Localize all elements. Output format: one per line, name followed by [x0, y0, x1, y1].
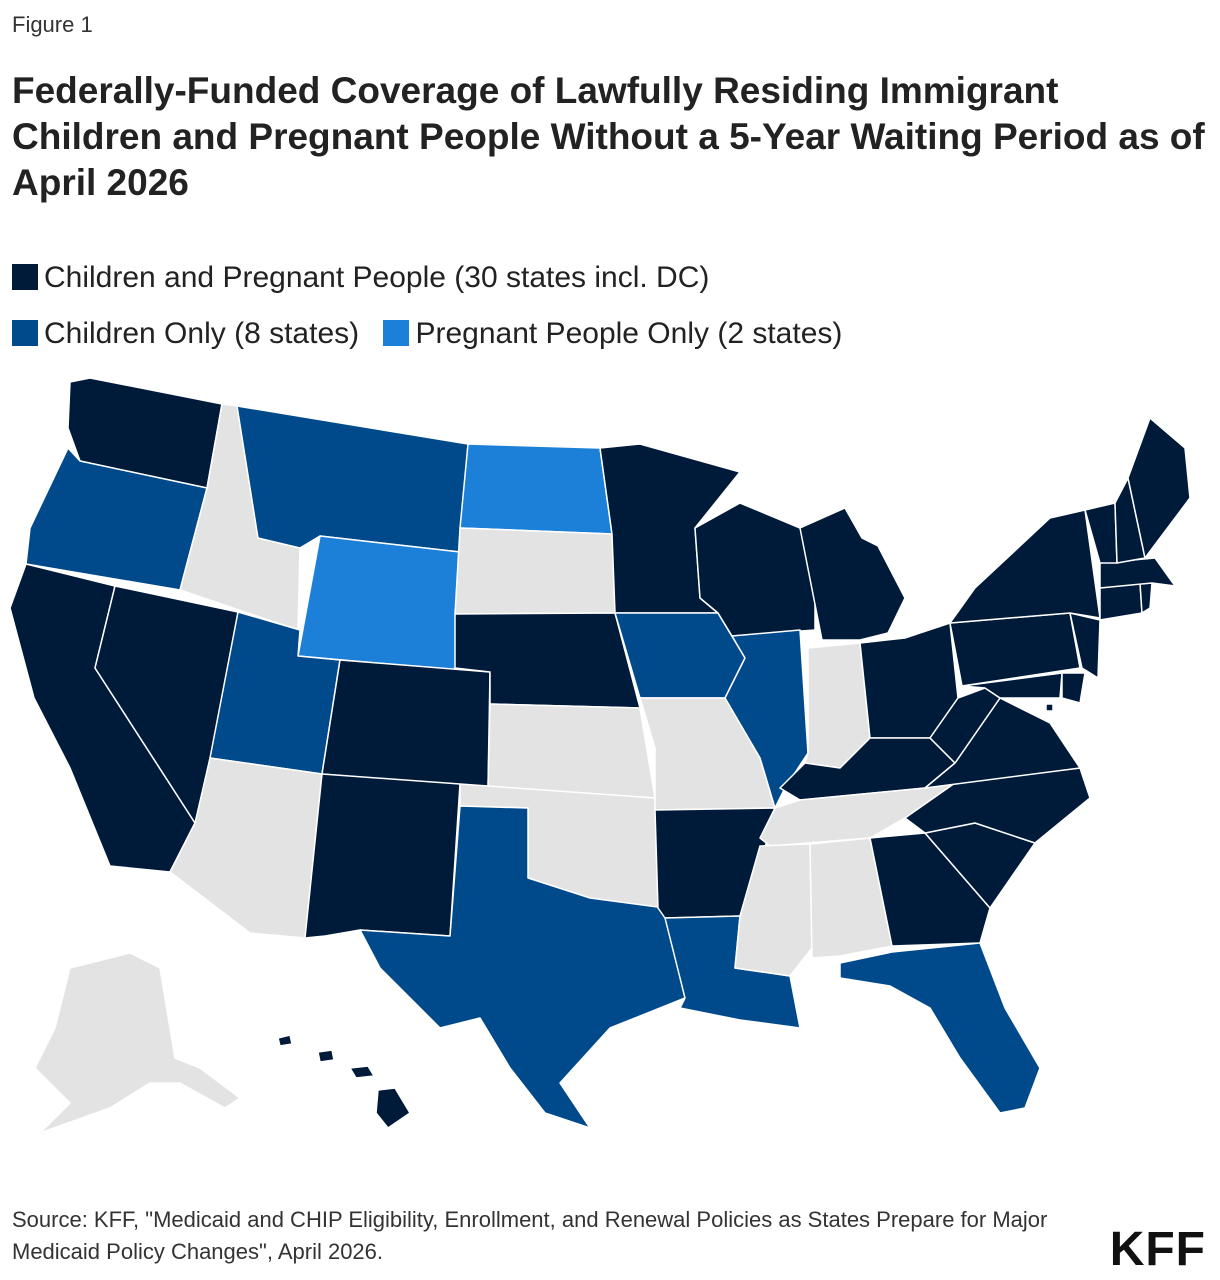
- state-ga[interactable]: [869, 832, 991, 947]
- lower-48-states: [9, 377, 1191, 1129]
- state-mi[interactable]: [799, 507, 906, 641]
- state-hi-maui[interactable]: [349, 1065, 375, 1079]
- legend: Children and Pregnant People (30 states …: [12, 250, 1092, 362]
- us-state-map: [9, 377, 1191, 1134]
- state-sd[interactable]: [454, 527, 616, 615]
- legend-item-pregnant-only: Pregnant People Only (2 states): [383, 306, 842, 362]
- legend-item-children-only: Children Only (8 states): [12, 306, 359, 362]
- state-me[interactable]: [1127, 417, 1191, 559]
- state-ak[interactable]: [34, 952, 241, 1134]
- legend-swatch-children-only: [12, 320, 38, 346]
- legend-label-children-only: Children Only (8 states): [44, 317, 360, 350]
- hawaii-inset: [277, 1034, 411, 1129]
- state-nm[interactable]: [304, 773, 461, 939]
- state-ri[interactable]: [1139, 582, 1153, 614]
- legend-label-pregnant-only: Pregnant People Only (2 states): [415, 317, 843, 350]
- state-hi-kauai[interactable]: [277, 1034, 293, 1047]
- state-nj[interactable]: [1069, 612, 1101, 679]
- state-al[interactable]: [809, 837, 893, 959]
- state-de[interactable]: [1061, 672, 1086, 704]
- state-ct[interactable]: [1099, 582, 1143, 621]
- legend-item-children-and-pregnant: Children and Pregnant People (30 states …: [12, 250, 709, 306]
- legend-swatch-pregnant-only: [383, 320, 410, 346]
- alaska-inset: [34, 952, 241, 1134]
- state-ny[interactable]: [949, 509, 1101, 624]
- state-hi-big-island[interactable]: [375, 1087, 411, 1129]
- state-mt[interactable]: [236, 405, 469, 553]
- state-co[interactable]: [321, 659, 491, 789]
- state-ma[interactable]: [1099, 557, 1176, 589]
- kff-logo: KFF: [1109, 1223, 1206, 1276]
- figure-label: Figure 1: [12, 12, 93, 37]
- source-note: Source: KFF, "Medicaid and CHIP Eligibil…: [12, 1207, 1048, 1264]
- state-md[interactable]: [961, 672, 1063, 699]
- state-ks[interactable]: [487, 703, 656, 799]
- legend-swatch-children-and-pregnant: [12, 264, 38, 290]
- state-hi-oahu[interactable]: [317, 1049, 335, 1063]
- state-nd[interactable]: [459, 443, 613, 535]
- state-tx[interactable]: [359, 805, 686, 1129]
- chart-title: Federally-Funded Coverage of Lawfully Re…: [12, 70, 1205, 203]
- state-wi[interactable]: [694, 502, 816, 637]
- legend-label-children-and-pregnant: Children and Pregnant People (30 states …: [44, 261, 710, 294]
- state-dc[interactable]: [1045, 703, 1054, 712]
- state-va[interactable]: [924, 697, 1081, 789]
- state-fl[interactable]: [839, 942, 1041, 1114]
- state-wy[interactable]: [297, 535, 461, 671]
